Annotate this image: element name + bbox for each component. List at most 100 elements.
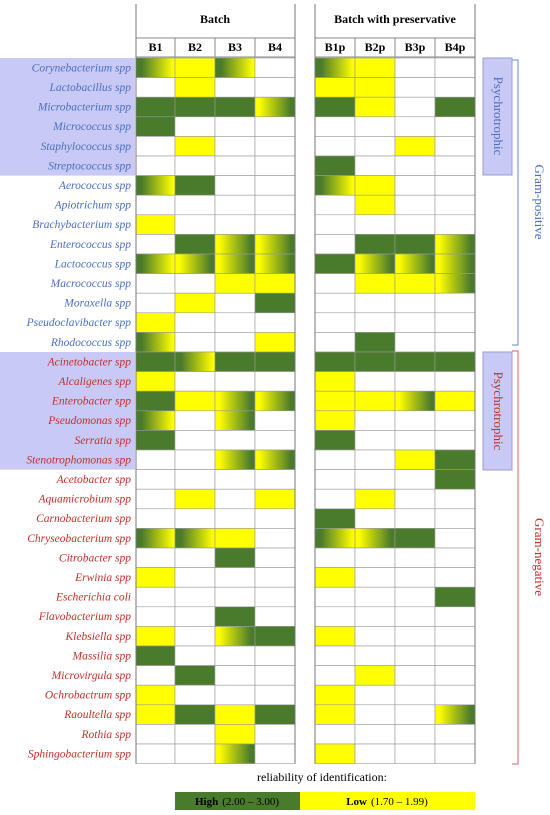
label-highlight: [0, 58, 135, 176]
cell: [354, 292, 396, 314]
legend-title: reliability of identification:: [257, 770, 387, 784]
cell: [174, 469, 216, 490]
row-label: Acetobacter spp: [56, 474, 132, 486]
cell: [135, 528, 176, 549]
cell: [314, 96, 356, 118]
cell: [394, 116, 436, 137]
cell: [174, 724, 216, 745]
cell: [354, 586, 396, 608]
bracket: [512, 59, 519, 346]
cell: [214, 606, 256, 627]
cell: [135, 332, 176, 353]
cell: [354, 704, 396, 725]
row-label: Apiotrichum spp: [54, 200, 132, 212]
cell: [434, 155, 476, 176]
cell: [314, 273, 356, 294]
cell: [354, 665, 396, 686]
cell: [434, 253, 476, 274]
row-label: Ochrobactrum spp: [45, 690, 131, 702]
cell: [174, 273, 216, 294]
cell: [394, 684, 436, 706]
cell: [254, 586, 296, 608]
cell: [214, 116, 256, 137]
cell: [354, 488, 396, 510]
cell: [354, 253, 396, 274]
cell: [135, 175, 176, 196]
cell: [434, 175, 476, 196]
cell: [314, 469, 356, 490]
cell: [214, 724, 256, 745]
column-header: B2p: [365, 40, 386, 54]
cell: [354, 116, 396, 137]
cell: [354, 645, 396, 666]
cell: [214, 449, 256, 470]
cell: [314, 724, 356, 745]
cell: [254, 449, 296, 470]
cell: [174, 508, 216, 529]
cell: [174, 488, 216, 510]
row-label: Corynebacterium spp: [32, 62, 132, 74]
cell: [434, 567, 476, 588]
cell: [394, 57, 436, 78]
cell: [254, 606, 296, 627]
cell: [254, 704, 296, 725]
row-label: Klebsiella spp: [65, 631, 132, 643]
cell: [214, 214, 256, 235]
psychro-box: [482, 57, 513, 176]
cell: [174, 626, 216, 647]
cell: [354, 430, 396, 451]
cell: [394, 253, 436, 274]
cell: [214, 155, 256, 176]
cell: [394, 194, 436, 216]
cell: [314, 57, 356, 78]
cell: [314, 488, 356, 510]
row-label: Lactococcus spp: [54, 258, 132, 270]
cell: [354, 547, 396, 568]
cell: [135, 469, 176, 490]
cell: [434, 645, 476, 666]
cell: [434, 449, 476, 470]
cell: [135, 430, 176, 451]
cell: [314, 645, 356, 666]
cell: [214, 253, 256, 274]
cell: [214, 684, 256, 706]
cell: [354, 606, 396, 627]
cell: [254, 351, 296, 372]
cell: [214, 586, 256, 608]
gram-positive-label: Gram-positive: [532, 164, 547, 239]
row-label: Flavobacterium spp: [38, 611, 132, 623]
cell: [434, 194, 476, 216]
cell: [314, 547, 356, 568]
cell: [314, 528, 356, 549]
row-label: Macrococcus spp: [50, 278, 132, 290]
row-label: Microbacterium spp: [37, 102, 131, 114]
group-header: Batch: [200, 12, 230, 26]
cell: [434, 743, 476, 764]
cell: [174, 116, 216, 137]
cell: [214, 430, 256, 451]
row-label: Aquamicrobium spp: [37, 494, 131, 506]
row-label: Streptococcus spp: [48, 160, 131, 172]
cell: [214, 567, 256, 588]
cell: [135, 351, 176, 372]
cell: [314, 390, 356, 412]
cell: [214, 371, 256, 392]
cell: [254, 371, 296, 392]
cell: [434, 586, 476, 608]
cell: [214, 704, 256, 725]
column-header: B1p: [325, 40, 346, 54]
cell: [174, 175, 216, 196]
cell: [174, 547, 216, 568]
cell: [394, 449, 436, 470]
cell: [354, 724, 396, 745]
cell: [354, 449, 396, 470]
cell: [254, 57, 296, 78]
cell: [434, 430, 476, 451]
cell: [254, 175, 296, 196]
cell: [434, 292, 476, 314]
cell: [174, 567, 216, 588]
psychro-label: Psychrotrophic: [491, 77, 506, 156]
row-label: Aerococcus spp: [58, 180, 131, 192]
cell: [174, 253, 216, 274]
row-label: Enterococcus spp: [49, 239, 131, 251]
